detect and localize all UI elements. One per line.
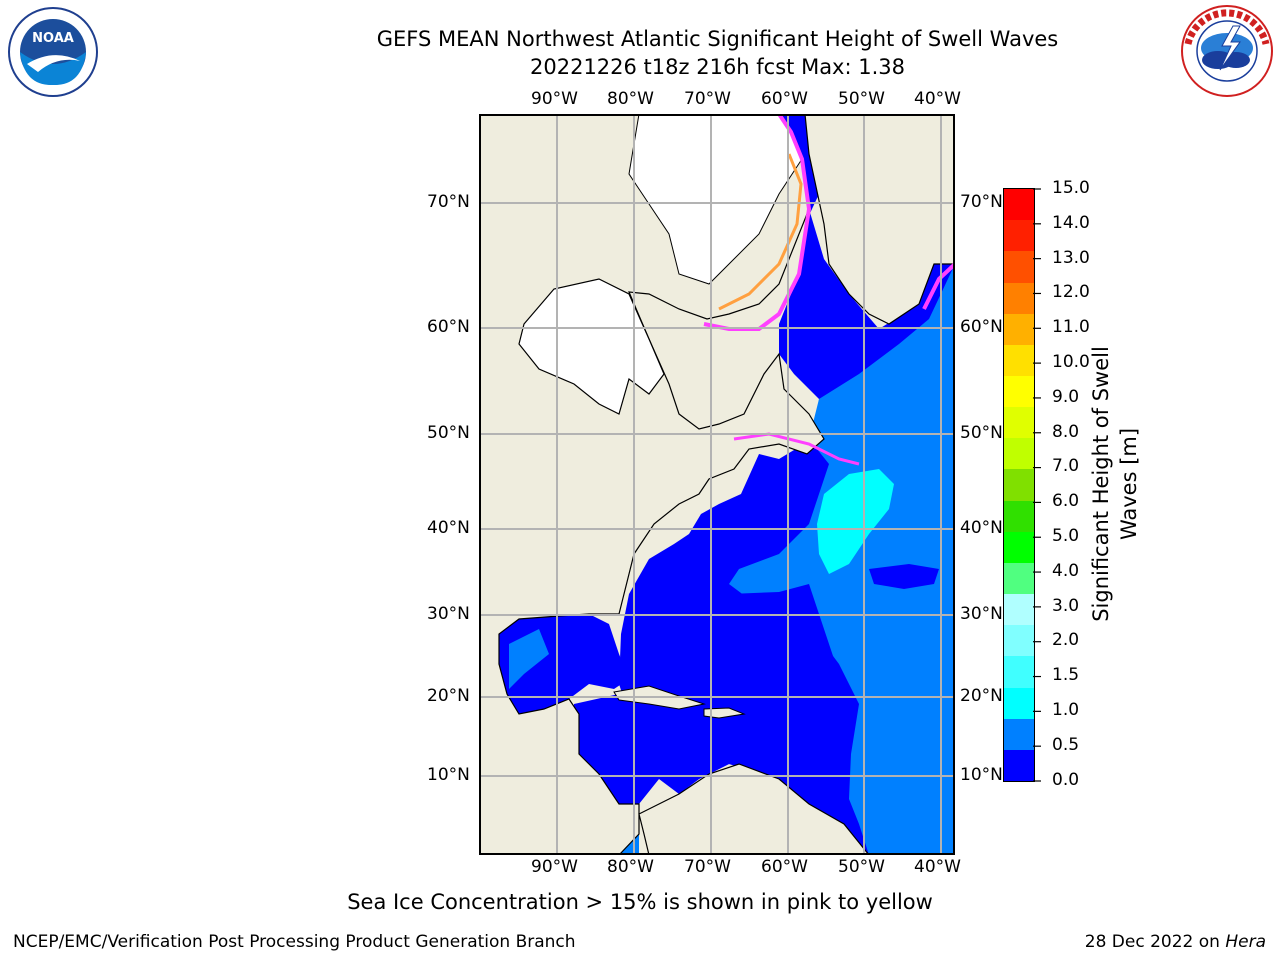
- colorbar-segment: [1004, 531, 1034, 563]
- colorbar-label-line-2: Waves [m]: [1117, 427, 1141, 541]
- cb-tick-9-0: 9.0: [1052, 387, 1080, 407]
- colorbar-segment: [1004, 656, 1034, 688]
- nws-logo: [1181, 5, 1273, 97]
- colorbar-segment: [1004, 282, 1034, 314]
- colorbar: [1003, 188, 1035, 782]
- colorbar-segment: [1004, 375, 1034, 408]
- colorbar-segment: [1004, 407, 1034, 439]
- lon-label-top-50w: 50°W: [838, 89, 885, 109]
- cb-tick-0-5: 0.5: [1052, 735, 1080, 755]
- lon-label-bottom-80w: 80°W: [607, 857, 654, 877]
- cb-tick-1-0: 1.0: [1052, 700, 1080, 720]
- cb-tick-15-0: 15.0: [1052, 178, 1090, 198]
- noaa-logo-text: NOAA: [32, 31, 74, 46]
- colorbar-segment: [1004, 189, 1034, 221]
- colorbar-segment: [1004, 251, 1034, 283]
- hudson-bay-ice: [518, 278, 665, 415]
- lat-label-right-70n: 70°N: [960, 192, 1003, 212]
- footer-right: 28 Dec 2022 on Hera: [1085, 932, 1266, 952]
- hispaniola: [703, 707, 746, 719]
- lat-label-left-50n: 50°N: [427, 423, 470, 443]
- colorbar-tick-marks: [1033, 188, 1041, 782]
- cb-tick-14-0: 14.0: [1052, 213, 1090, 233]
- colorbar-segment: [1004, 220, 1034, 252]
- lon-label-top-70w: 70°W: [684, 89, 731, 109]
- noaa-logo: NOAA: [8, 7, 98, 97]
- colorbar-segment: [1004, 344, 1034, 376]
- colorbar-segment: [1004, 469, 1034, 501]
- lat-label-left-30n: 30°N: [427, 604, 470, 624]
- lat-label-right-40n: 40°N: [960, 518, 1003, 538]
- colorbar-label-line-1: Significant Height of Swell: [1089, 346, 1113, 622]
- lat-label-right-60n: 60°N: [960, 317, 1003, 337]
- cb-tick-2-0: 2.0: [1052, 630, 1080, 650]
- lon-label-bottom-70w: 70°W: [684, 857, 731, 877]
- ocean-high-region: [817, 469, 894, 574]
- lon-label-top-60w: 60°W: [761, 89, 808, 109]
- cb-tick-12-0: 12.0: [1052, 282, 1090, 302]
- lat-label-left-20n: 20°N: [427, 686, 470, 706]
- colorbar-segment: [1004, 500, 1034, 532]
- footer-date: 28 Dec 2022 on: [1084, 932, 1226, 952]
- lat-label-right-10n: 10°N: [960, 765, 1003, 785]
- colorbar-segment: [1004, 594, 1034, 626]
- lat-label-right-20n: 20°N: [960, 686, 1003, 706]
- lon-label-top-90w: 90°W: [531, 89, 578, 109]
- caribbean-sea: [574, 694, 789, 814]
- lat-label-left-70n: 70°N: [427, 192, 470, 212]
- south-america: [638, 763, 870, 855]
- footer-left: NCEP/EMC/Verification Post Processing Pr…: [13, 932, 576, 952]
- lon-label-bottom-50w: 50°W: [838, 857, 885, 877]
- colorbar-segment: [1004, 562, 1034, 595]
- colorbar-segment: [1004, 313, 1034, 345]
- cb-tick-1-5: 1.5: [1052, 665, 1080, 685]
- cb-tick-7-0: 7.0: [1052, 456, 1080, 476]
- title-line-2: 20221226 t18z 216h fcst Max: 1.38: [530, 55, 905, 79]
- colorbar-tick-labels: 15.0 14.0 13.0 12.0 11.0 10.0 9.0 8.0 7.…: [1036, 178, 1096, 792]
- cb-tick-11-0: 11.0: [1052, 317, 1090, 337]
- cb-tick-6-0: 6.0: [1052, 491, 1080, 511]
- lat-label-left-10n: 10°N: [427, 765, 470, 785]
- colorbar-segment: [1004, 687, 1034, 719]
- greenland: [804, 114, 955, 325]
- cb-tick-8-0: 8.0: [1052, 422, 1080, 442]
- lon-label-bottom-90w: 90°W: [531, 857, 578, 877]
- colorbar-segment: [1004, 749, 1034, 781]
- lon-label-bottom-60w: 60°W: [761, 857, 808, 877]
- lon-label-top-80w: 80°W: [607, 89, 654, 109]
- lon-label-bottom-40w: 40°W: [914, 857, 961, 877]
- cb-tick-10-0: 10.0: [1052, 352, 1090, 372]
- lon-label-top-40w: 40°W: [914, 89, 961, 109]
- swell-height-map[interactable]: [479, 114, 955, 855]
- cb-tick-5-0: 5.0: [1052, 526, 1080, 546]
- cb-tick-0-0: 0.0: [1052, 770, 1080, 790]
- lat-label-right-50n: 50°N: [960, 423, 1003, 443]
- sea-ice-caption: Sea Ice Concentration > 15% is shown in …: [347, 890, 933, 914]
- title-line-1: GEFS MEAN Northwest Atlantic Significant…: [376, 27, 1059, 51]
- colorbar-segment: [1004, 438, 1034, 470]
- colorbar-segment: [1004, 718, 1034, 750]
- cb-tick-13-0: 13.0: [1052, 248, 1090, 268]
- map-gridlines: [479, 114, 955, 855]
- lat-label-right-30n: 30°N: [960, 604, 1003, 624]
- lat-label-left-40n: 40°N: [427, 518, 470, 538]
- cb-tick-3-0: 3.0: [1052, 596, 1080, 616]
- cb-tick-4-0: 4.0: [1052, 561, 1080, 581]
- colorbar-segment: [1004, 625, 1034, 657]
- lat-label-left-60n: 60°N: [427, 317, 470, 337]
- footer-machine: Hera: [1225, 932, 1266, 952]
